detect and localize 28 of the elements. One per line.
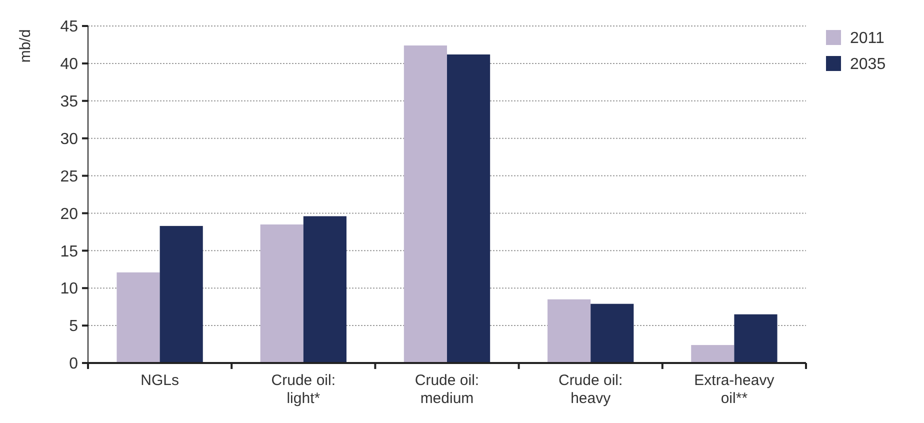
y-tick-label: 45: [60, 18, 78, 36]
y-tick-label: 25: [60, 168, 78, 186]
bar: [691, 345, 734, 363]
bar: [590, 304, 634, 363]
x-tick-label: NGLs: [140, 372, 179, 389]
y-tick-label: 30: [60, 130, 78, 148]
y-tick-label: 15: [60, 243, 78, 260]
bar: [160, 226, 203, 363]
legend-label: 2011: [850, 30, 885, 48]
y-tick-label: 10: [60, 280, 78, 298]
bar: [404, 45, 447, 363]
y-tick-label: 5: [69, 318, 78, 336]
y-axis-title: mb/d: [17, 29, 34, 63]
bar: [116, 272, 160, 363]
x-tick-label: Extra-heavy oil**: [694, 372, 775, 407]
y-tick-label: 20: [60, 206, 78, 223]
bar: [303, 216, 346, 363]
bar: [447, 54, 490, 363]
x-tick-label: Crude oil: medium: [414, 372, 480, 407]
y-tick-label: 0: [69, 356, 78, 373]
x-tick-label: Crude oil: light*: [271, 372, 336, 407]
bar: [260, 224, 304, 363]
y-tick-label: 40: [60, 56, 78, 74]
bar: [734, 314, 778, 363]
legend-label: 2035: [850, 56, 886, 74]
bar: [548, 299, 591, 363]
y-tick-label: 35: [60, 93, 78, 110]
x-tick-label: Crude oil: heavy: [558, 372, 623, 407]
